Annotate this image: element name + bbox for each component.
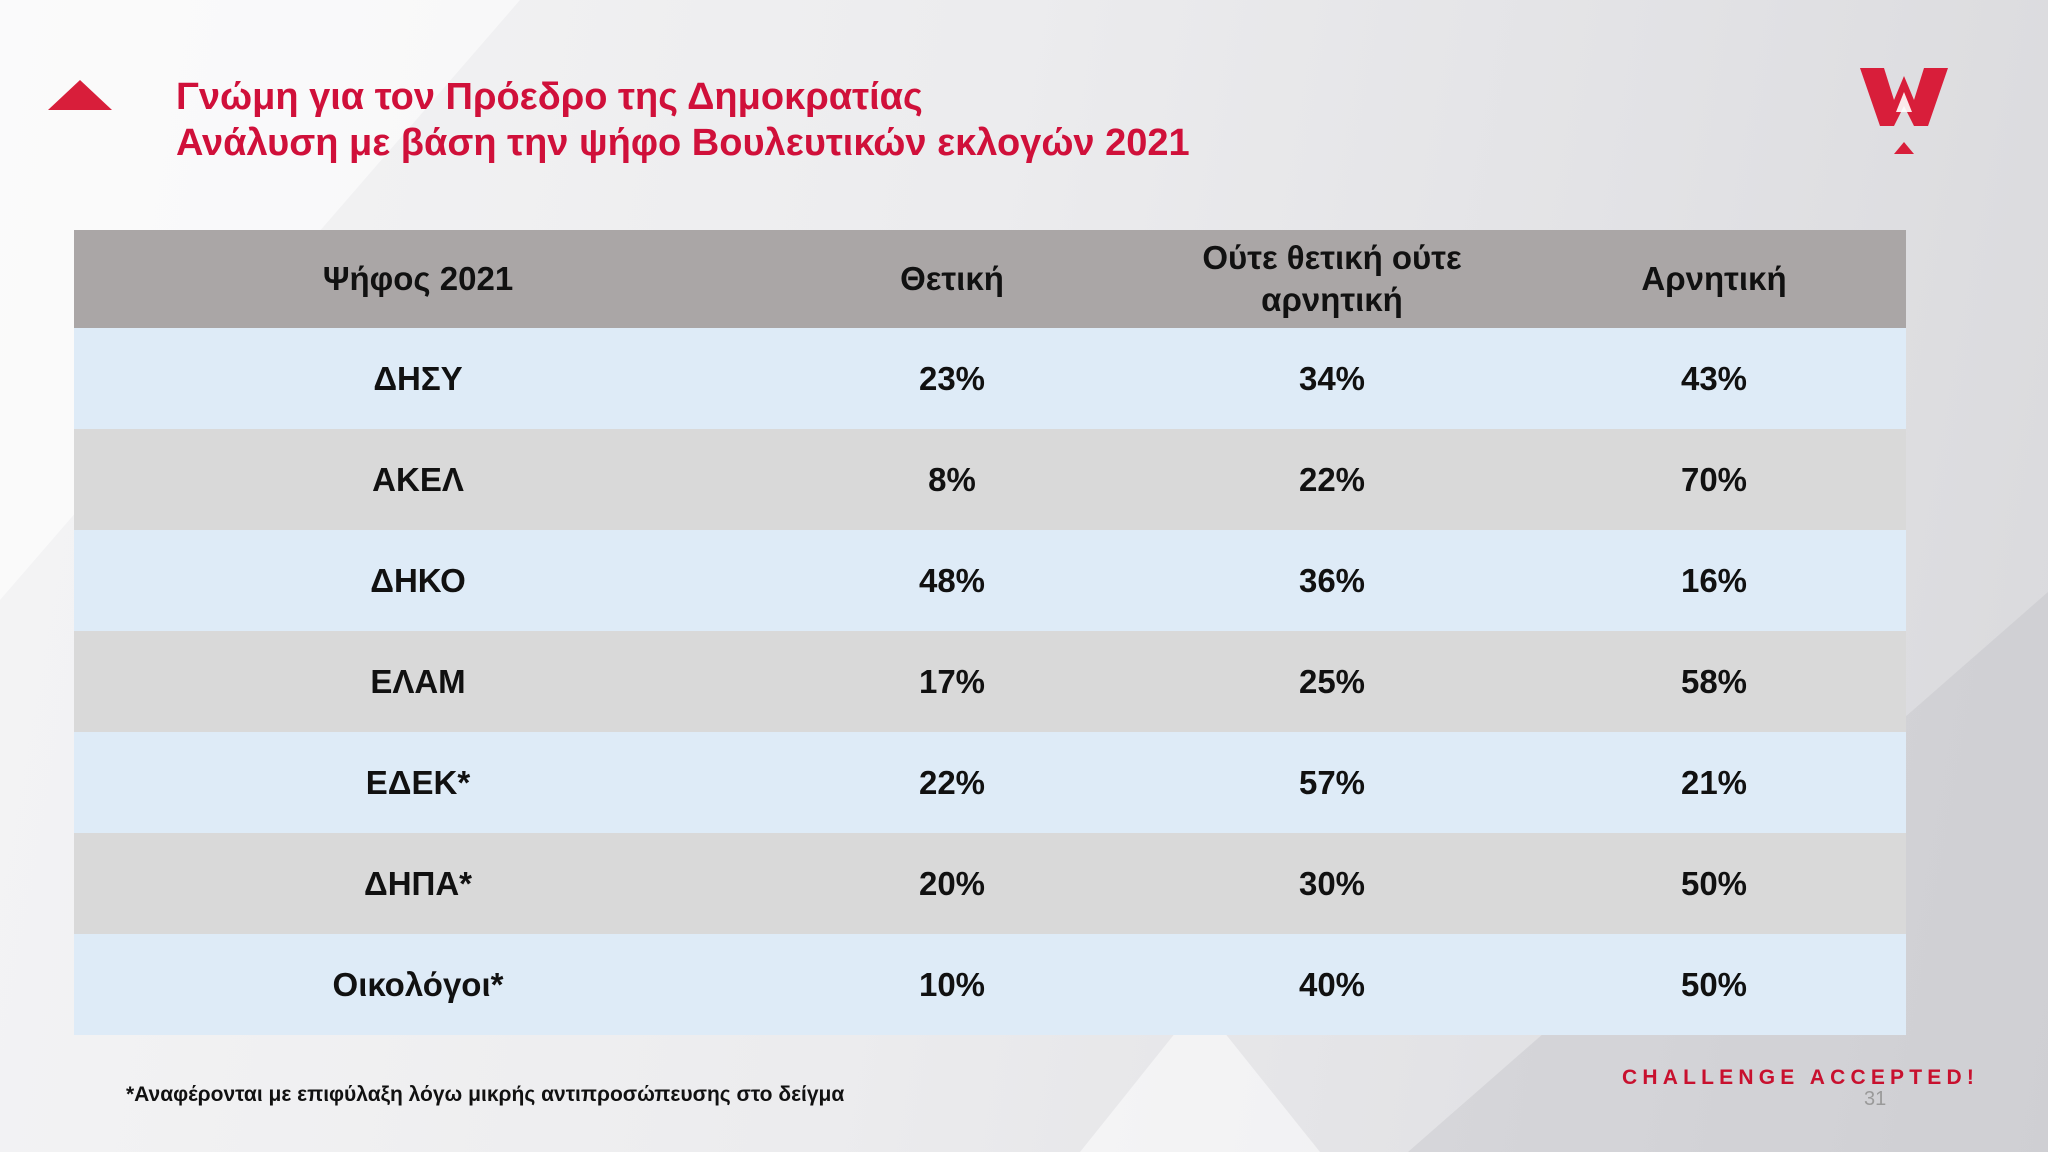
party-cell: ΑΚΕΛ	[372, 460, 464, 498]
party-cell: ΕΛΑΜ	[370, 662, 466, 700]
slide-title: Γνώμη για τον Πρόεδρο της Δημοκρατίας Αν…	[176, 74, 1190, 166]
page-number: 31	[1864, 1088, 1887, 1110]
negative-cell: 21%	[1680, 763, 1748, 801]
neutral-cell: 30%	[1298, 864, 1366, 902]
negative-cell: 43%	[1680, 359, 1748, 397]
positive-cell: 20%	[918, 864, 986, 902]
neutral-cell: 25%	[1298, 662, 1366, 700]
table-row: Οικολόγοι* 10% 40% 50%	[74, 934, 1906, 1035]
negative-cell: 58%	[1680, 662, 1748, 700]
table-header-row: Ψήφος 2021 Θετική Ούτε θετική ούτε αρνητ…	[74, 230, 1906, 328]
party-cell: ΕΔΕΚ*	[365, 763, 471, 801]
negative-cell: 70%	[1680, 460, 1748, 498]
column-header-neutral-label: Ούτε θετική ούτε αρνητική	[1202, 239, 1462, 318]
positive-cell: 17%	[918, 662, 986, 700]
column-header-negative: Αρνητική	[1641, 260, 1787, 297]
table-row: ΕΛΑΜ 17% 25% 58%	[74, 631, 1906, 732]
party-cell: ΔΗΣΥ	[373, 359, 463, 397]
neutral-cell: 57%	[1298, 763, 1366, 801]
positive-cell: 48%	[918, 561, 986, 599]
red-triangle-icon	[48, 80, 112, 110]
positive-cell: 23%	[918, 359, 986, 397]
column-header-vote: Ψήφος 2021	[322, 260, 514, 297]
neutral-cell: 40%	[1298, 965, 1366, 1003]
neutral-cell: 22%	[1298, 460, 1366, 498]
party-cell: Οικολόγοι*	[332, 965, 504, 1003]
title-line-2: Ανάλυση με βάση την ψήφο Βουλευτικών εκλ…	[176, 122, 1190, 164]
negative-cell: 50%	[1680, 864, 1748, 902]
positive-cell: 22%	[918, 763, 986, 801]
positive-cell: 10%	[918, 965, 986, 1003]
positive-cell: 8%	[928, 460, 976, 498]
column-header-neutral: Ούτε θετική ούτε αρνητική	[1142, 230, 1522, 328]
table-row: ΔΗΚΟ 48% 36% 16%	[74, 530, 1906, 631]
footnote: *Αναφέρονται με επιφύλαξη λόγω μικρής αν…	[126, 1083, 845, 1106]
neutral-cell: 36%	[1298, 561, 1366, 599]
party-cell: ΔΗΚΟ	[370, 561, 466, 599]
table-row: ΔΗΠΑ* 20% 30% 50%	[74, 833, 1906, 934]
slogan: CHALLENGE ACCEPTED!	[1622, 1066, 1980, 1089]
vote-opinion-table: Ψήφος 2021 Θετική Ούτε θετική ούτε αρνητ…	[74, 230, 1906, 1035]
title-line-1: Γνώμη για τον Πρόεδρο της Δημοκρατίας	[176, 76, 923, 118]
table-row: ΔΗΣΥ 23% 34% 43%	[74, 328, 1906, 429]
negative-cell: 16%	[1680, 561, 1748, 599]
w-crown-logo	[1860, 68, 1948, 154]
negative-cell: 50%	[1680, 965, 1748, 1003]
table-row: ΑΚΕΛ 8% 22% 70%	[74, 429, 1906, 530]
neutral-cell: 34%	[1298, 359, 1366, 397]
table-row: ΕΔΕΚ* 22% 57% 21%	[74, 732, 1906, 833]
column-header-positive: Θετική	[900, 260, 1004, 297]
party-cell: ΔΗΠΑ*	[363, 864, 473, 902]
